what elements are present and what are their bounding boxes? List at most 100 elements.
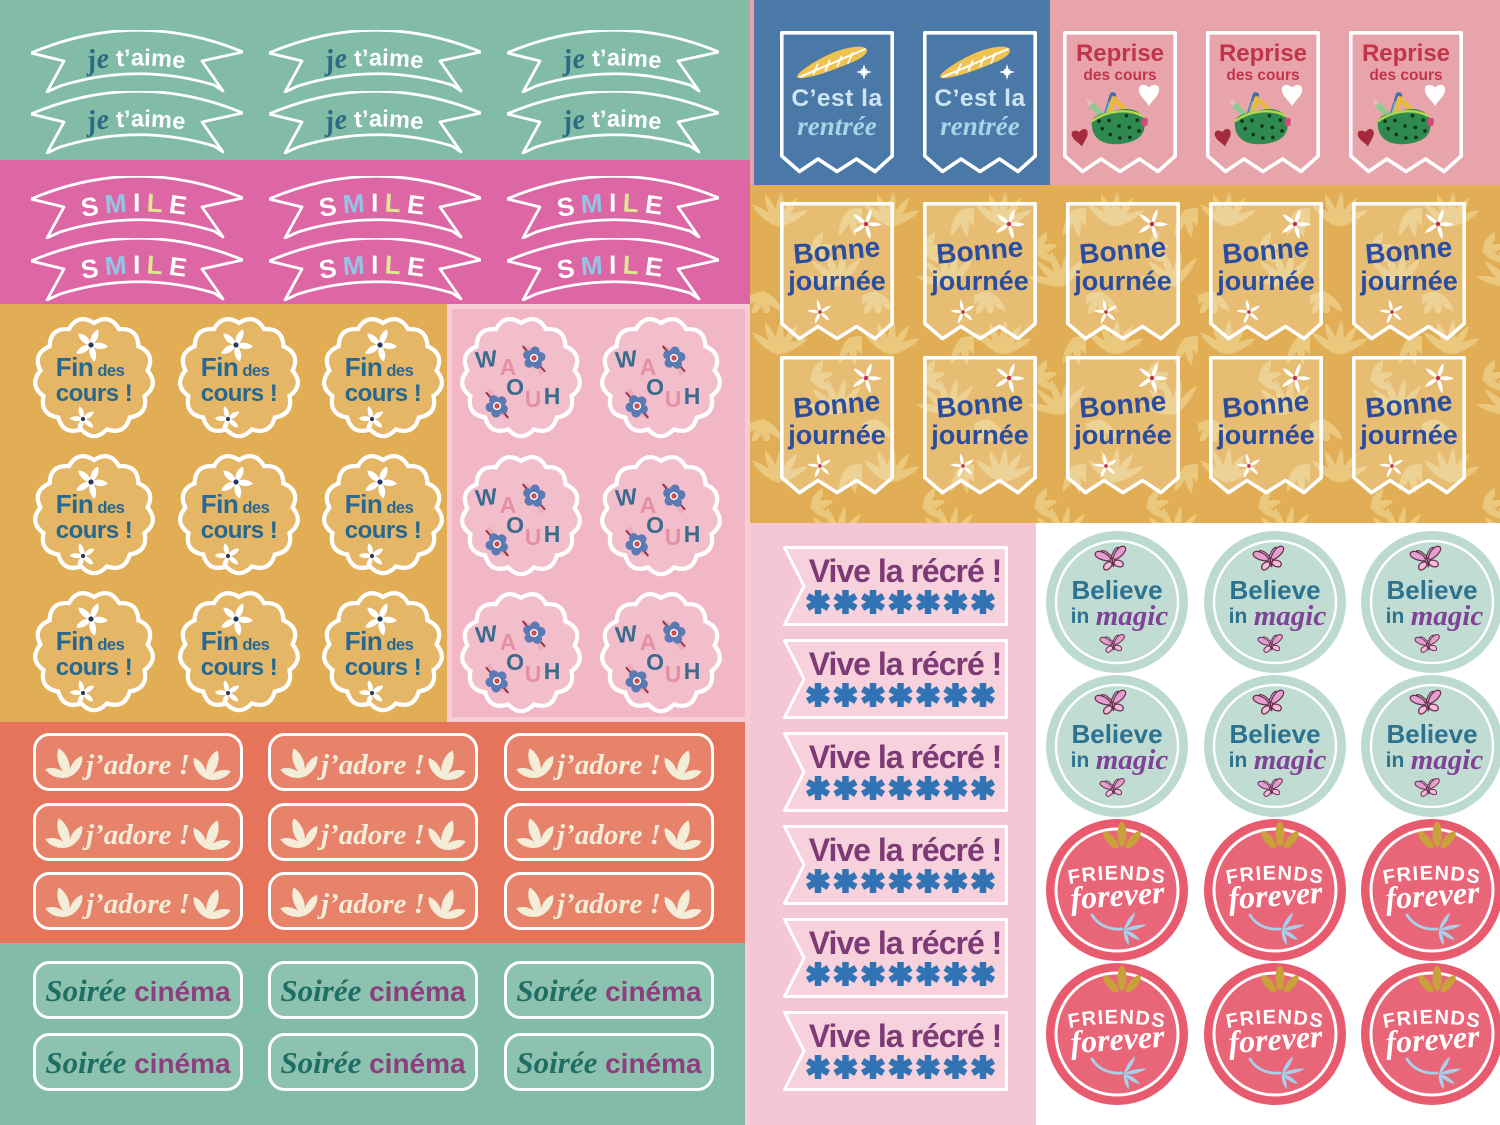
svg-text:cours !: cours ! [200,654,277,681]
svg-text:Bonne: Bonne [1221,231,1310,269]
svg-text:je t’aime: je t’aime [557,103,663,138]
svg-text:U: U [664,661,681,687]
svg-text:j’adore !: j’adore ! [317,819,425,851]
svg-text:magic: magic [1096,744,1169,776]
svg-text:SMILE: SMILE [555,249,671,285]
svg-text:je t’aime: je t’aime [319,103,425,138]
svg-text:H: H [543,521,560,547]
svg-text:cours !: cours ! [56,654,133,681]
svg-text:A: A [639,629,656,655]
svg-text:journée: journée [1073,266,1172,296]
svg-text:C’est la: C’est la [934,85,1025,112]
svg-text:Soirée cinéma: Soirée cinéma [280,973,466,1008]
svg-text:rentrée: rentrée [940,111,1020,141]
svg-text:je t’aime: je t’aime [81,103,187,138]
svg-text:SMILE: SMILE [317,187,433,223]
svg-text:SMILE: SMILE [79,187,195,223]
svg-text:O: O [506,649,524,675]
svg-text:Bonne: Bonne [1364,385,1453,423]
svg-text:H: H [683,521,700,547]
svg-text:Bonne: Bonne [1078,385,1167,423]
svg-text:forever: forever [1069,874,1166,917]
svg-text:Bonne: Bonne [935,231,1024,269]
svg-text:Reprise: Reprise [1076,40,1164,67]
svg-text:C’est la: C’est la [791,85,882,112]
svg-text:des cours: des cours [1226,67,1299,84]
svg-text:in: in [1071,605,1090,628]
svg-text:Reprise: Reprise [1362,40,1450,67]
svg-text:U: U [664,386,681,412]
svg-text:H: H [683,658,700,684]
svg-text:in: in [1228,749,1247,772]
svg-text:in: in [1071,749,1090,772]
svg-text:journée: journée [1359,266,1458,296]
svg-text:je t’aime: je t’aime [81,42,187,77]
svg-text:journée: journée [930,266,1029,296]
svg-text:j’adore !: j’adore ! [553,888,661,920]
svg-text:Vive la récré !: Vive la récré ! [809,925,1002,961]
svg-text:j’adore !: j’adore ! [317,888,425,920]
svg-text:O: O [506,374,524,400]
svg-text:Bonne: Bonne [1221,385,1310,423]
svg-text:cours !: cours ! [345,654,422,681]
svg-text:Believe: Believe [1071,575,1162,605]
svg-text:Vive la récré !: Vive la récré ! [809,646,1002,682]
svg-text:W: W [614,482,639,510]
svg-text:j’adore !: j’adore ! [82,749,190,781]
svg-text:j’adore !: j’adore ! [82,888,190,920]
svg-text:A: A [639,354,656,380]
svg-text:U: U [524,661,541,687]
svg-text:forever: forever [1227,1018,1324,1061]
svg-text:W: W [474,482,499,510]
svg-text:j’adore !: j’adore ! [553,819,661,851]
svg-text:rentrée: rentrée [797,111,877,141]
svg-text:Bonne: Bonne [792,231,881,269]
svg-text:j’adore !: j’adore ! [317,749,425,781]
svg-text:A: A [639,492,656,518]
svg-text:Soirée cinéma: Soirée cinéma [516,1045,702,1080]
svg-text:in: in [1228,605,1247,628]
svg-text:magic: magic [1411,600,1484,632]
svg-text:magic: magic [1253,744,1326,776]
svg-text:Soirée cinéma: Soirée cinéma [45,973,231,1008]
svg-text:U: U [524,386,541,412]
svg-text:O: O [646,512,664,538]
svg-text:journée: journée [930,420,1029,450]
svg-text:j’adore !: j’adore ! [82,819,190,851]
svg-text:journée: journée [787,266,886,296]
svg-text:des cours: des cours [1369,67,1442,84]
svg-text:cours !: cours ! [345,380,422,407]
svg-text:Believe: Believe [1386,719,1477,749]
svg-text:O: O [646,374,664,400]
svg-text:cours !: cours ! [200,380,277,407]
svg-text:SMILE: SMILE [79,249,195,285]
svg-text:W: W [614,620,639,648]
svg-text:je t’aime: je t’aime [319,42,425,77]
svg-text:des cours: des cours [1083,67,1156,84]
svg-text:magic: magic [1096,600,1169,632]
svg-text:U: U [524,524,541,550]
svg-text:Bonne: Bonne [1364,231,1453,269]
svg-text:forever: forever [1384,874,1481,917]
svg-text:SMILE: SMILE [317,249,433,285]
svg-text:journée: journée [1216,420,1315,450]
svg-text:Soirée cinéma: Soirée cinéma [280,1045,466,1080]
svg-text:Believe: Believe [1229,575,1320,605]
svg-text:Bonne: Bonne [792,385,881,423]
svg-text:journée: journée [787,420,886,450]
svg-text:Fin des: Fin des [345,489,414,519]
svg-text:Believe: Believe [1229,719,1320,749]
svg-text:A: A [499,354,516,380]
svg-text:Soirée cinéma: Soirée cinéma [45,1045,231,1080]
svg-text:H: H [543,658,560,684]
svg-text:Believe: Believe [1386,575,1477,605]
svg-text:H: H [683,383,700,409]
svg-text:W: W [474,620,499,648]
svg-text:Fin des: Fin des [200,489,269,519]
svg-text:Vive la récré !: Vive la récré ! [809,832,1002,868]
svg-text:cours !: cours ! [56,380,133,407]
svg-text:in: in [1386,749,1405,772]
svg-text:Vive la récré !: Vive la récré ! [809,1018,1002,1054]
svg-text:W: W [614,345,639,373]
svg-text:magic: magic [1253,600,1326,632]
